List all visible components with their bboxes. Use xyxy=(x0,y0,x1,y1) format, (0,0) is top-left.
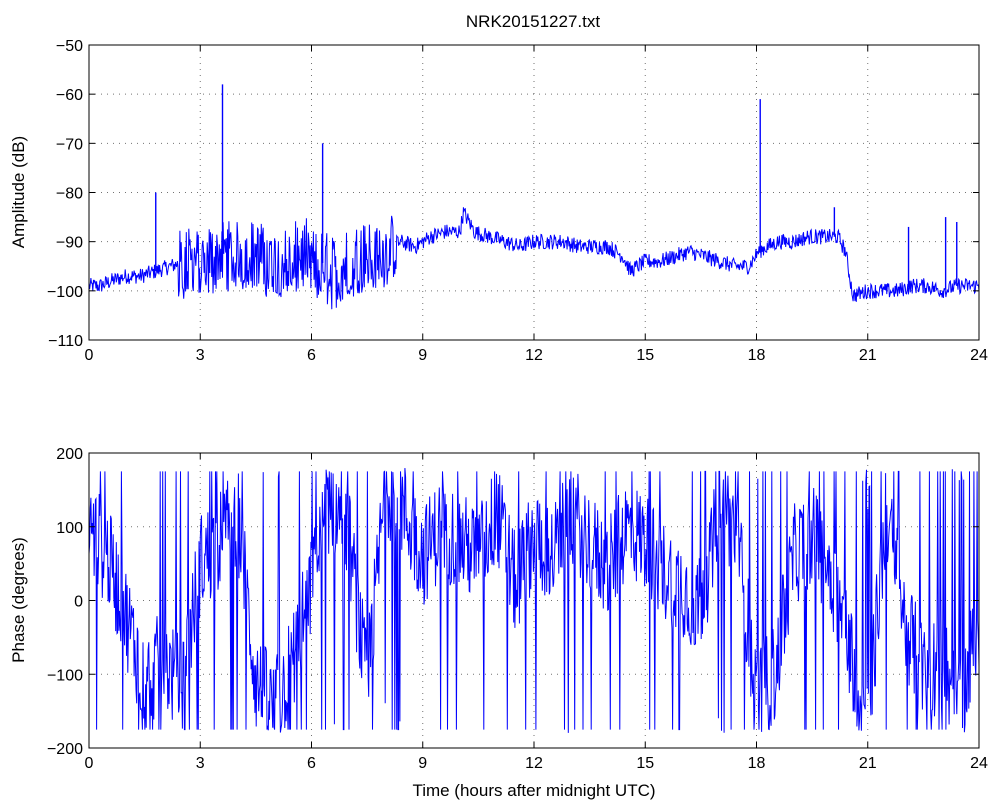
x-tick-label: 3 xyxy=(196,347,205,364)
phase-y-axis-label: Phase (degrees) xyxy=(9,537,28,663)
y-tick-label: −100 xyxy=(47,667,83,684)
x-tick-label: 3 xyxy=(196,755,205,772)
series-line xyxy=(88,468,980,733)
chart-title: NRK20151227.txt xyxy=(466,12,600,31)
y-tick-label: −80 xyxy=(56,186,83,203)
y-tick-label: −200 xyxy=(47,741,83,758)
y-tick-label: −90 xyxy=(56,235,83,252)
x-tick-label: 15 xyxy=(636,755,654,772)
y-tick-label: −110 xyxy=(48,333,83,350)
x-tick-label: 15 xyxy=(636,347,654,364)
x-tick-label: 24 xyxy=(970,347,988,364)
x-tick-label: 18 xyxy=(748,755,766,772)
x-tick-label: 21 xyxy=(859,347,877,364)
x-tick-label: 0 xyxy=(85,347,94,364)
y-tick-label: 100 xyxy=(56,520,83,537)
y-tick-label: 200 xyxy=(56,446,83,463)
x-tick-label: 6 xyxy=(307,347,316,364)
x-tick-label: 12 xyxy=(525,347,543,364)
x-tick-label: 0 xyxy=(85,755,94,772)
x-tick-label: 18 xyxy=(748,347,766,364)
amplitude-y-axis-label: Amplitude (dB) xyxy=(9,136,28,248)
x-tick-label: 9 xyxy=(418,755,427,772)
x-tick-label: 9 xyxy=(418,347,427,364)
y-tick-label: −70 xyxy=(56,136,83,153)
series-line xyxy=(88,207,980,310)
x-tick-label: 21 xyxy=(859,755,877,772)
x-tick-label: 6 xyxy=(307,755,316,772)
y-tick-label: 0 xyxy=(74,594,83,611)
y-tick-label: −100 xyxy=(47,284,83,301)
phase-panel: 0 3 6 9 12 15 18 21 24 −200 −100 0 100 200 Phase (deg… xyxy=(9,446,988,800)
y-tick-label: −50 xyxy=(56,38,83,55)
phase-x-axis-label: Time (hours after midnight UTC) xyxy=(412,781,655,800)
y-tick-label: −60 xyxy=(56,87,83,104)
amplitude-panel: NRK20151227.txt 0 3 6 9 12 15 18 21 24 −110 −100 −9… xyxy=(9,12,988,364)
x-tick-label: 24 xyxy=(970,755,988,772)
x-tick-label: 12 xyxy=(525,755,543,772)
